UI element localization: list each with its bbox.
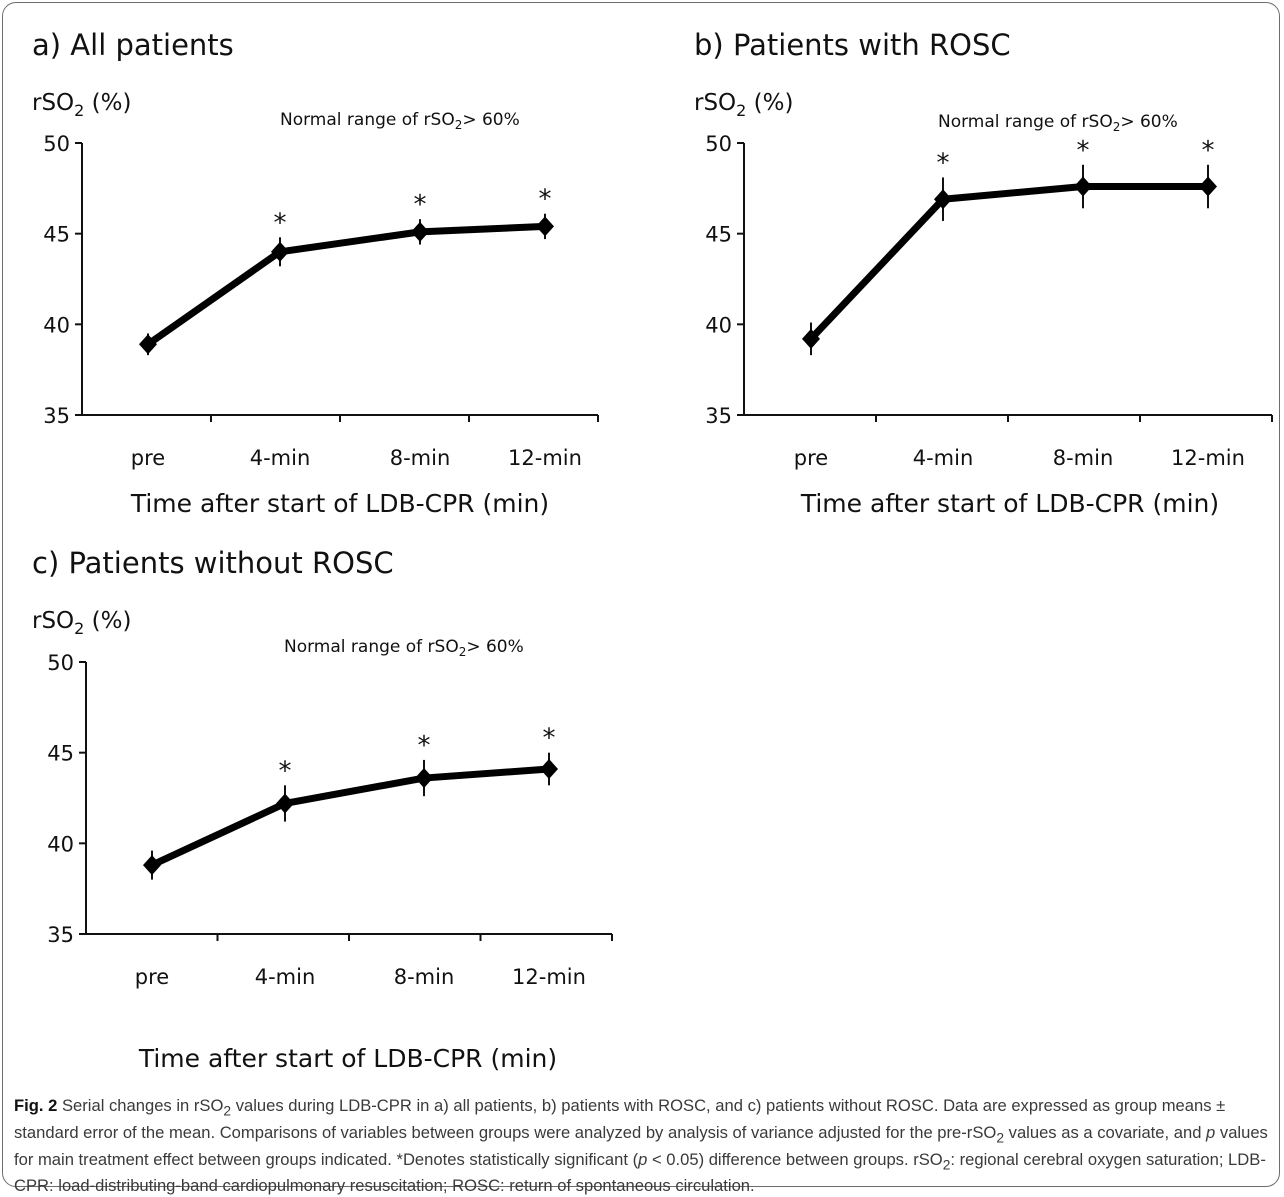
x-tick-label: 8-min [390,446,451,470]
normal-range-note: Normal range of rSO2> 60% [284,637,524,659]
data-point [139,334,157,355]
data-point [276,793,294,814]
significance-marker: * [539,185,552,215]
significance-marker: * [543,724,556,754]
x-tick-label: 12-min [1171,446,1245,470]
x-axis-label: Time after start of LDB-CPR (min) [138,1044,557,1073]
data-point [143,855,161,876]
y-axis-label: rSO2 (%) [32,90,131,120]
y-tick-label: 40 [705,313,732,337]
plot-area: 35 40 45 50 pre 4-min 8-min 12-min * * * [47,651,613,989]
data-point [1199,176,1217,197]
significance-marker: * [1077,136,1090,166]
x-tick-label: pre [131,446,165,470]
plot-area: 35 40 45 50 pre 4-min 8-min 12-min * * * [43,132,599,470]
y-axis-label: rSO2 (%) [694,90,793,120]
x-tick-label: 4-min [250,446,311,470]
x-tick-label: pre [794,446,828,470]
x-tick-label: 12-min [512,965,586,989]
x-tick-label: 4-min [255,965,316,989]
data-point [536,216,554,237]
data-point [540,758,558,779]
y-tick-label: 45 [705,223,732,247]
panel-title: b) Patients with ROSC [694,28,1011,62]
normal-range-note: Normal range of rSO2> 60% [280,110,520,132]
series-line [150,765,550,869]
panel-title: a) All patients [32,28,234,62]
figure-caption: Fig. 2 Serial changes in rSO2 values dur… [14,1096,1268,1196]
plot-area: 35 40 45 50 pre 4-min 8-min 12-min * * * [705,132,1273,470]
y-axis-label: rSO2 (%) [32,608,131,638]
x-tick-label: pre [135,965,169,989]
x-tick-label: 4-min [913,446,974,470]
series-line [145,222,546,348]
chart-panel-b: b) Patients with ROSC rSO2 (%) Normal ra… [694,28,1273,518]
significance-marker: * [1202,136,1215,166]
significance-marker: * [414,190,427,220]
chart-panel-a: a) All patients rSO2 (%) Normal range of… [32,28,599,518]
data-point [415,768,433,789]
y-tick-label: 50 [47,651,74,675]
normal-range-note: Normal range of rSO2> 60% [938,112,1178,134]
y-tick-label: 45 [43,223,70,247]
data-point [934,189,952,210]
x-tick-label: 12-min [508,446,582,470]
significance-marker: * [279,756,292,786]
y-tick-label: 35 [47,923,74,947]
data-point [411,221,429,242]
y-tick-label: 45 [47,742,74,766]
y-tick-label: 35 [43,404,70,428]
y-tick-label: 50 [705,132,732,156]
y-tick-label: 50 [43,132,70,156]
data-point [271,241,289,262]
x-axis-label: Time after start of LDB-CPR (min) [130,489,549,518]
significance-marker: * [418,731,431,761]
chart-panel-c: c) Patients without ROSC rSO2 (%) Normal… [32,546,613,1073]
data-point [802,328,820,349]
panel-title: c) Patients without ROSC [32,546,394,580]
significance-marker: * [937,148,950,178]
y-tick-label: 40 [47,832,74,856]
significance-marker: * [274,208,287,238]
figure-label: Fig. 2 [14,1096,58,1115]
series-line [808,183,1208,342]
data-point [1074,176,1092,197]
y-tick-label: 35 [705,404,732,428]
x-axis-label: Time after start of LDB-CPR (min) [800,489,1219,518]
y-tick-label: 40 [43,313,70,337]
x-tick-label: 8-min [394,965,455,989]
x-tick-label: 8-min [1053,446,1114,470]
